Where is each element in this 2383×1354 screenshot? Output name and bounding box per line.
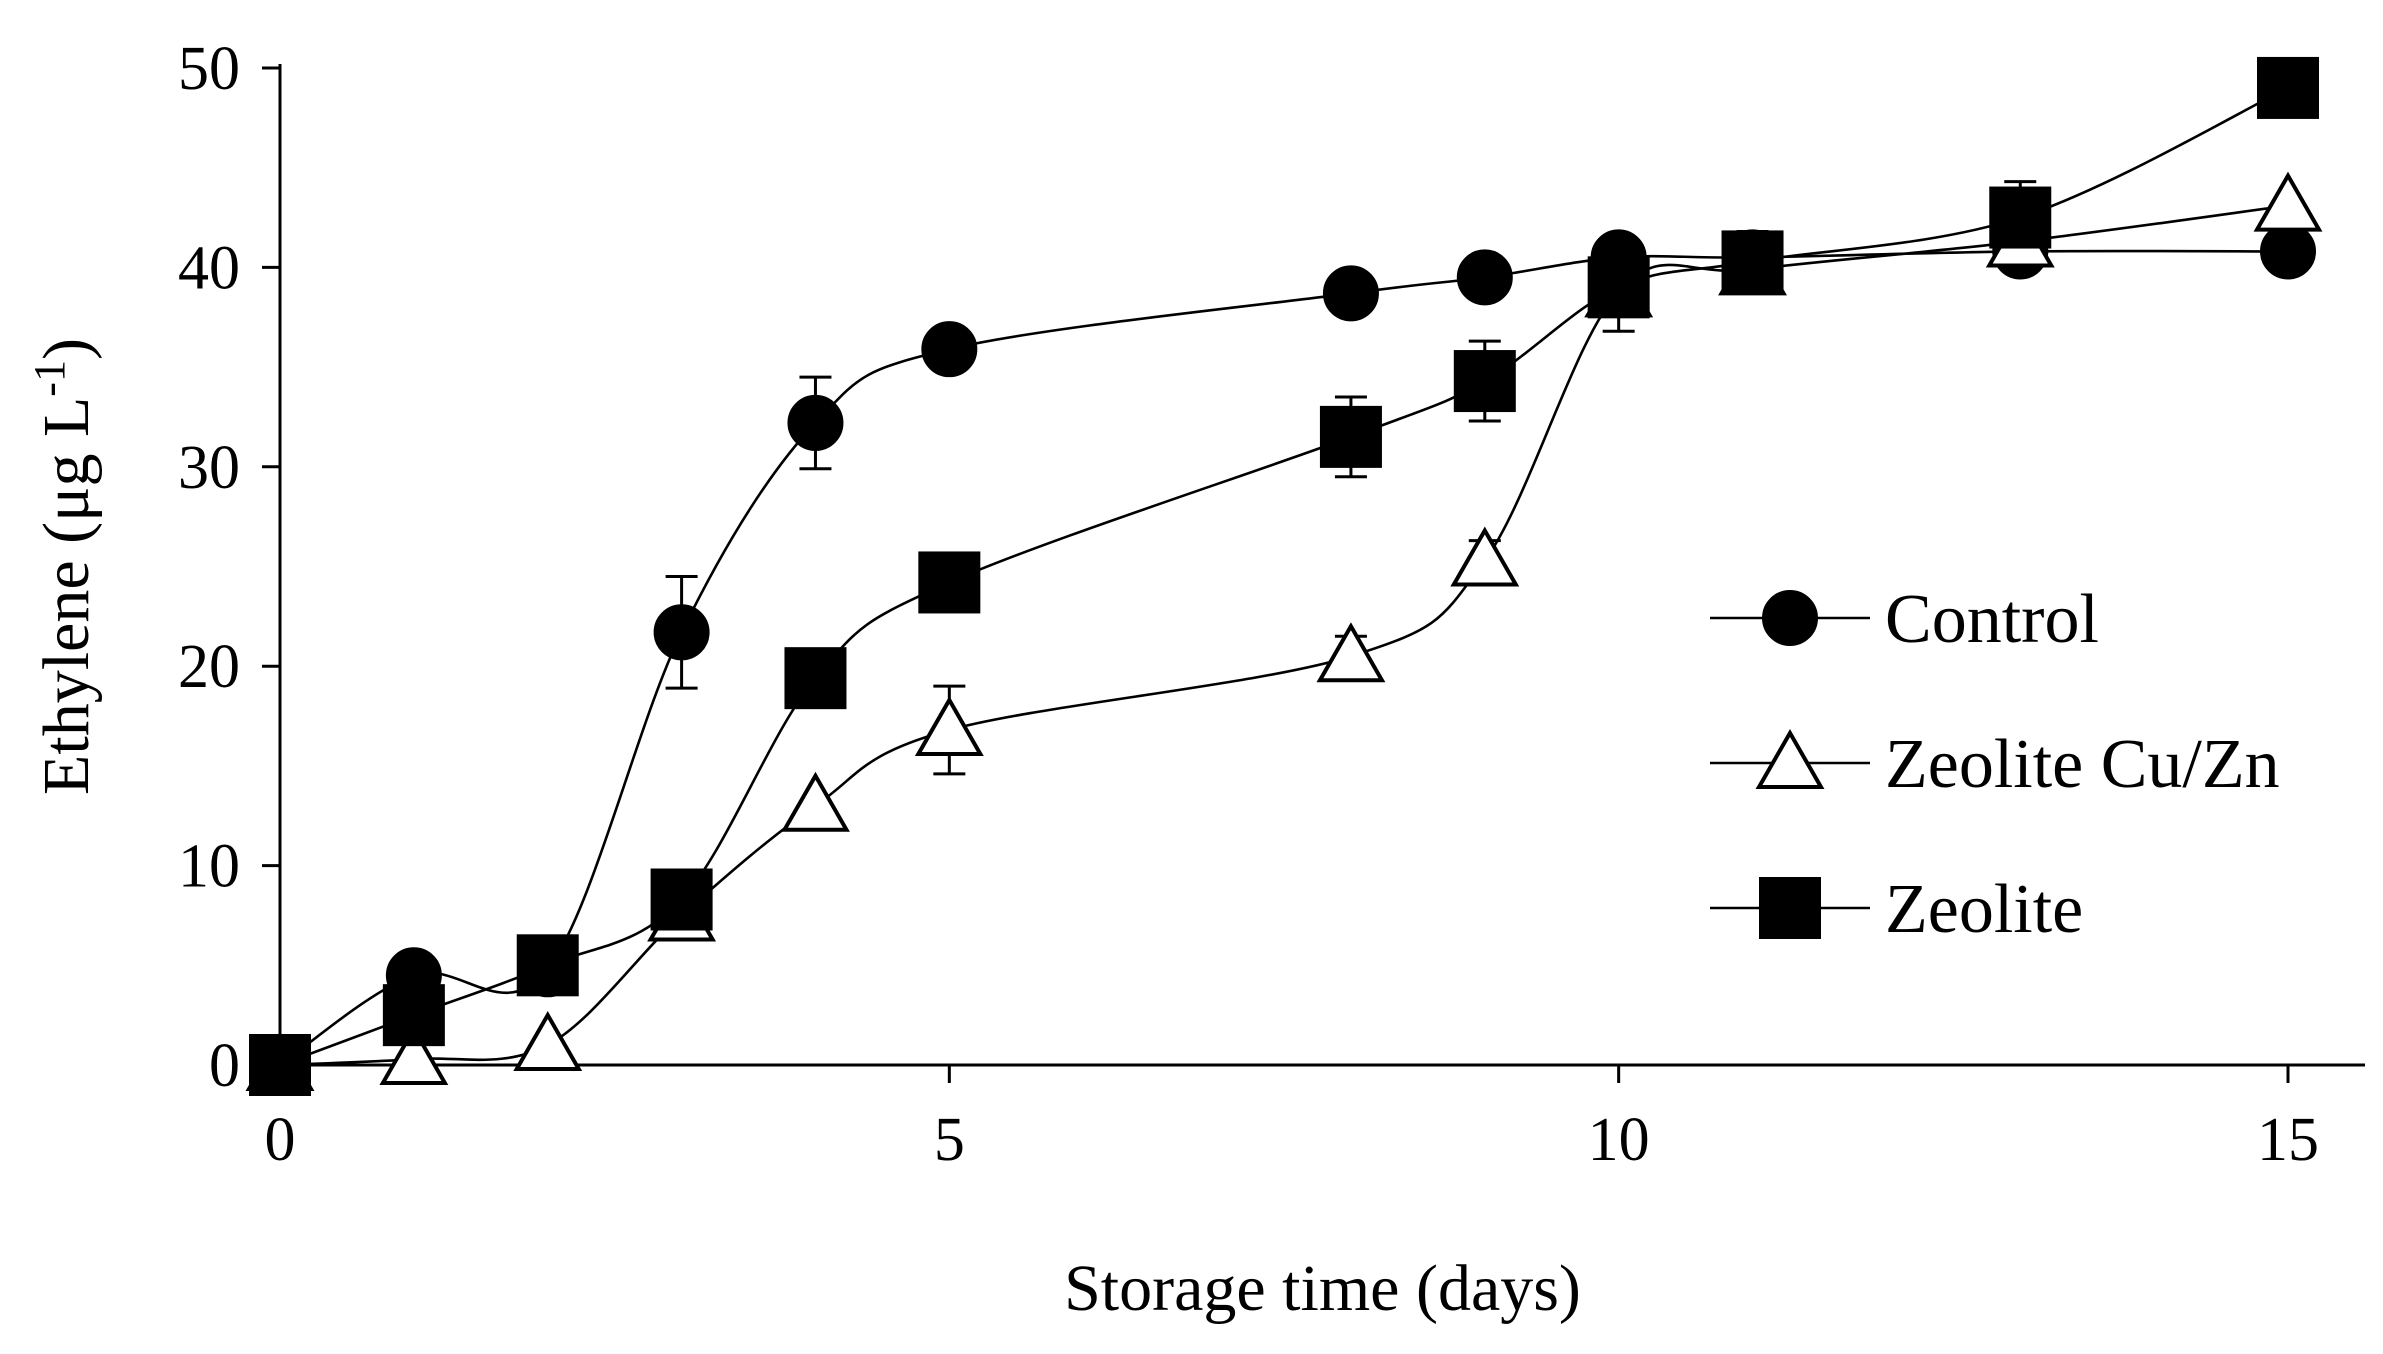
point-zeolite [382, 984, 445, 1047]
point-zeolite-cu-zn [1450, 526, 1520, 587]
point-control [653, 604, 710, 661]
point-control [787, 394, 844, 451]
point-zeolite-cu-zn [1316, 622, 1386, 683]
point-zeolite [249, 1034, 311, 1096]
point-zeolite [784, 647, 847, 710]
y-tick-label: 30 [178, 434, 240, 502]
point-zeolite [2257, 56, 2319, 119]
point-zeolite [1453, 350, 1516, 413]
x-axis-title: Storage time (days) [1064, 1252, 1581, 1325]
y-axis-title-close: ) [30, 338, 103, 360]
y-tick-label: 10 [178, 833, 240, 901]
x-tick-label: 10 [1588, 1106, 1650, 1174]
point-control [1456, 249, 1513, 306]
series-markers [245, 56, 2323, 1096]
legend-label-zeolite: Zeolite [1885, 871, 2083, 948]
legend-item-control: Control [1710, 581, 2099, 658]
point-zeolite [918, 551, 981, 614]
y-tick-label: 50 [178, 35, 240, 103]
point-zeolite [1721, 230, 1784, 293]
legend: Control Zeolite Cu/Zn Zeolite [1710, 581, 2280, 948]
legend-marker-zeolite-cu-zn [1755, 728, 1825, 789]
point-zeolite-cu-zn [781, 771, 850, 832]
legend-marker-control [1762, 590, 1818, 646]
point-control [921, 321, 978, 378]
point-zeolite-cu-zn [914, 695, 984, 757]
axes: 0 10 20 30 40 50 0 5 10 15 [178, 35, 2365, 1174]
point-zeolite [650, 868, 713, 931]
point-control [1322, 265, 1379, 322]
point-zeolite-cu-zn [379, 1025, 449, 1086]
point-control [2260, 223, 2316, 280]
legend-item-zeolite-cu-zn: Zeolite Cu/Zn [1710, 726, 2280, 803]
x-tick-label: 0 [265, 1106, 296, 1174]
legend-label-zeolite-cu-zn: Zeolite Cu/Zn [1885, 726, 2280, 803]
y-axis-title-superscript: -1 [25, 360, 74, 397]
legend-item-zeolite: Zeolite [1710, 871, 2083, 948]
point-zeolite [516, 934, 579, 997]
x-tick-label: 5 [934, 1106, 965, 1174]
legend-label-control: Control [1885, 581, 2099, 658]
point-zeolite-cu-zn [513, 1011, 583, 1072]
x-tick-label: 15 [2257, 1106, 2319, 1174]
point-zeolite-cu-zn [2253, 171, 2323, 232]
y-tick-label: 0 [209, 1032, 240, 1100]
y-tick-label: 20 [178, 633, 240, 701]
series-line-zeolite-cu-zn [279, 204, 2289, 1067]
legend-marker-zeolite [1759, 877, 1821, 939]
y-axis-title-main: Ethylene (μg L [30, 397, 103, 795]
point-zeolite [1319, 405, 1382, 468]
y-axis-title: Ethylene (μg L-1) [25, 338, 103, 795]
point-zeolite [1989, 186, 2052, 249]
point-zeolite [1587, 256, 1650, 319]
y-tick-label: 40 [178, 234, 240, 302]
